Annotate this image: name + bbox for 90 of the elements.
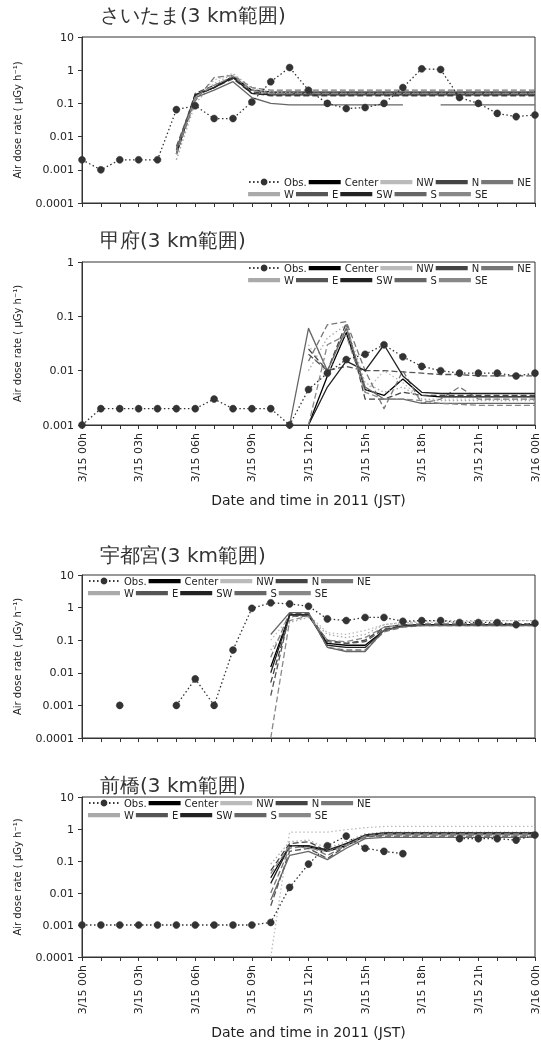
y-tick-label: 0.001	[42, 418, 74, 432]
chart-title: 前橋(3 km範囲)	[100, 773, 246, 797]
legend-label: W	[124, 587, 134, 599]
legend-label: E	[331, 274, 339, 286]
legend-label: SW	[216, 587, 233, 599]
y-tick-label: 0.1	[56, 854, 74, 868]
legend-label: NW	[256, 575, 274, 587]
legend-label: SW	[376, 188, 393, 200]
y-tick-label: 1	[67, 63, 74, 77]
x-tick-label: 3/15 15h	[358, 964, 372, 1015]
legend-label: Obs.	[124, 797, 147, 809]
y-tick-label: 0.1	[56, 96, 74, 110]
legend-label: E	[171, 587, 179, 599]
y-tick-label: 0.001	[42, 698, 74, 712]
legend-label: N	[311, 797, 320, 809]
chart-title: 甲府(3 km範囲)	[100, 228, 246, 252]
y-tick-label: 1	[67, 822, 74, 836]
x-tick-label: 3/15 15h	[358, 432, 372, 483]
legend-label: N	[471, 262, 480, 274]
x-tick-label: 3/15 12h	[302, 432, 315, 483]
x-tick-label: 3/16 00h	[528, 964, 541, 1015]
legend-label: Center	[184, 575, 220, 587]
legend-label: SE	[314, 809, 328, 821]
legend-label: Obs.	[124, 575, 147, 587]
x-tick-label: 3/15 18h	[415, 964, 429, 1015]
legend-label: SW	[376, 274, 393, 286]
y-axis-title: Air dose rate ( μGy h⁻¹)	[11, 818, 23, 936]
y-axis-title: Air dose rate ( μGy h⁻¹)	[11, 284, 23, 403]
legend-label: S	[430, 188, 437, 200]
legend-label: W	[284, 188, 295, 200]
y-axis-title: Air dose rate ( μGy h⁻¹)	[11, 597, 23, 716]
x-tick-label: 3/15 12h	[302, 964, 315, 1015]
legend-label: S	[430, 274, 437, 286]
x-tick-label: 3/15 21h	[471, 432, 485, 483]
legend-label: SE	[314, 587, 328, 599]
legend-label: NW	[416, 176, 434, 188]
x-axis-title: Date and time in 2011 (JST)	[211, 1024, 406, 1040]
x-tick-label: 3/15 09h	[245, 432, 259, 483]
y-tick-label: 0.0001	[35, 196, 74, 210]
legend-label: NW	[416, 262, 434, 274]
legend-label: SE	[474, 188, 488, 200]
legend-label: Obs.	[284, 176, 307, 188]
y-tick-label: 1	[67, 255, 74, 269]
legend-label: E	[171, 809, 179, 821]
x-tick-label: 3/15 21h	[471, 964, 485, 1015]
legend-label: NE	[517, 176, 532, 188]
y-tick-label: 0.1	[56, 633, 74, 647]
x-tick-label: 3/15 03h	[132, 964, 146, 1015]
legend-label: S	[270, 587, 277, 599]
legend-label: S	[270, 809, 277, 821]
x-tick-label: 3/16 00h	[528, 432, 541, 483]
x-tick-label: 3/15 09h	[245, 964, 259, 1015]
legend-label: Center	[344, 262, 380, 274]
y-tick-label: 0.01	[49, 364, 74, 378]
y-tick-label: 0.1	[56, 309, 74, 323]
x-axis-title: Date and time in 2011 (JST)	[211, 492, 406, 508]
y-tick-label: 10	[60, 30, 74, 44]
legend-label: N	[471, 176, 480, 188]
legend-label: W	[124, 809, 134, 821]
legend-label: Center	[184, 797, 220, 809]
x-tick-label: 3/15 00h	[75, 432, 89, 483]
legend-label: Obs.	[284, 262, 307, 274]
legend-label: NW	[256, 797, 274, 809]
y-tick-label: 0.0001	[35, 731, 74, 745]
x-tick-label: 3/15 06h	[188, 964, 202, 1015]
y-tick-label: 10	[60, 568, 74, 582]
legend-label: NE	[357, 575, 371, 587]
y-tick-label: 0.01	[49, 666, 74, 680]
y-tick-label: 0.01	[49, 886, 74, 900]
x-tick-label: 3/15 00h	[75, 964, 89, 1015]
y-tick-label: 0.0001	[35, 950, 74, 964]
chart-title: さいたま(3 km範囲)	[100, 3, 286, 27]
chart-title: 宇都宮(3 km範囲)	[100, 543, 266, 567]
legend-label: E	[331, 188, 339, 200]
x-tick-label: 3/15 18h	[415, 432, 429, 483]
legend-label: NE	[517, 262, 532, 274]
legend-label: SE	[474, 274, 488, 286]
x-tick-label: 3/15 03h	[132, 432, 146, 483]
x-tick-label: 3/15 06h	[188, 432, 202, 483]
y-tick-label: 1	[67, 601, 74, 615]
legend-label: N	[311, 575, 320, 587]
y-tick-label: 0.01	[49, 130, 74, 144]
y-tick-label: 10	[60, 790, 74, 804]
y-axis-title: Air dose rate ( μGy h⁻¹)	[11, 61, 23, 179]
legend-label: W	[284, 274, 295, 286]
y-tick-label: 0.001	[42, 163, 74, 177]
y-tick-label: 0.001	[42, 918, 74, 932]
legend-label: Center	[344, 176, 380, 188]
legend-label: SW	[216, 809, 233, 821]
legend-label: NE	[357, 797, 371, 809]
